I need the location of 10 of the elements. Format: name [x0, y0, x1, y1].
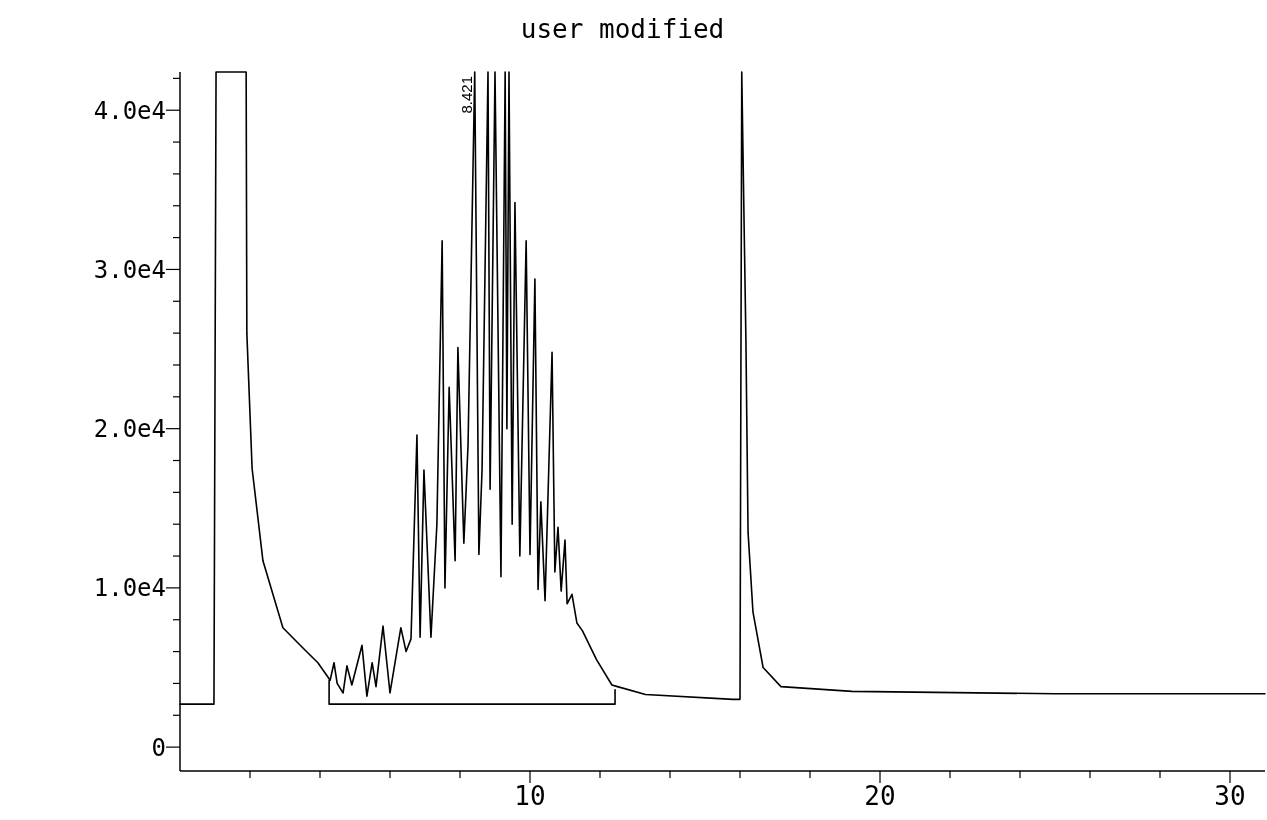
y-tick-label: 4.0e4: [93, 96, 166, 125]
x-tick-label: 10: [514, 781, 546, 811]
y-tick-label: 1.0e4: [93, 574, 166, 603]
y-tick-label: 3.0e4: [93, 255, 166, 284]
x-tick-label: 20: [864, 781, 896, 811]
y-tick-label: 0: [151, 733, 166, 762]
x-tick-label: 30: [1214, 781, 1246, 811]
y-tick-label: 2.0e4: [93, 415, 166, 444]
chart-title: user modified: [520, 14, 725, 44]
annotation: 8.421: [457, 76, 475, 114]
